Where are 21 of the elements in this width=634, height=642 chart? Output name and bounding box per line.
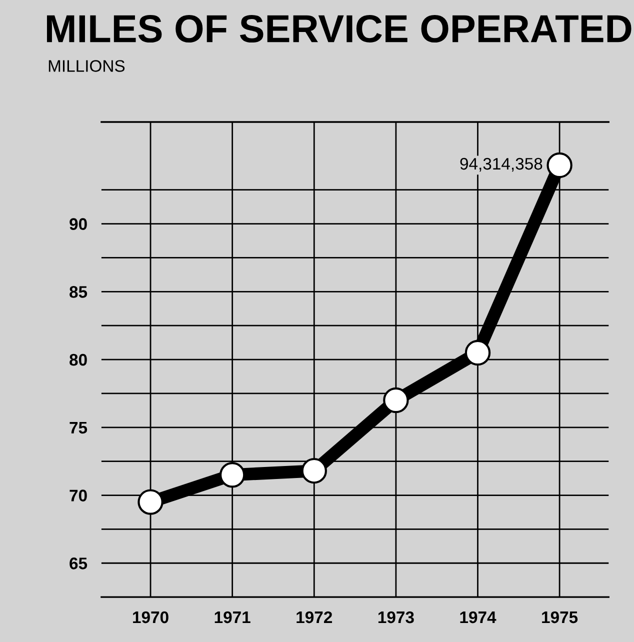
y-tick-label: 80 xyxy=(70,354,87,366)
x-tick-label: 1975 xyxy=(542,611,578,624)
point xyxy=(383,387,409,414)
y-tick-label: 70 xyxy=(70,490,87,502)
point xyxy=(464,340,491,366)
x-tick-label: 1974 xyxy=(460,611,496,624)
chart-title: MILES OF SERVICE OPERATED xyxy=(46,15,632,43)
x-tick-label: 1973 xyxy=(378,611,414,624)
point xyxy=(301,458,327,484)
y-tick-label: 75 xyxy=(70,422,88,434)
x-tick-label: 1971 xyxy=(214,611,250,624)
x-tick-label: 1970 xyxy=(133,611,168,624)
point xyxy=(138,489,164,515)
y-tick-label: 90 xyxy=(70,218,87,230)
point xyxy=(546,152,572,178)
y-axis-title: MILLIONS xyxy=(48,60,125,72)
point xyxy=(219,462,246,488)
y-tick-label: 65 xyxy=(70,558,88,570)
y-tick-label: 85 xyxy=(70,286,88,298)
x-tick-label: 1972 xyxy=(296,611,332,624)
annotation: 94,314,358 xyxy=(460,158,542,172)
